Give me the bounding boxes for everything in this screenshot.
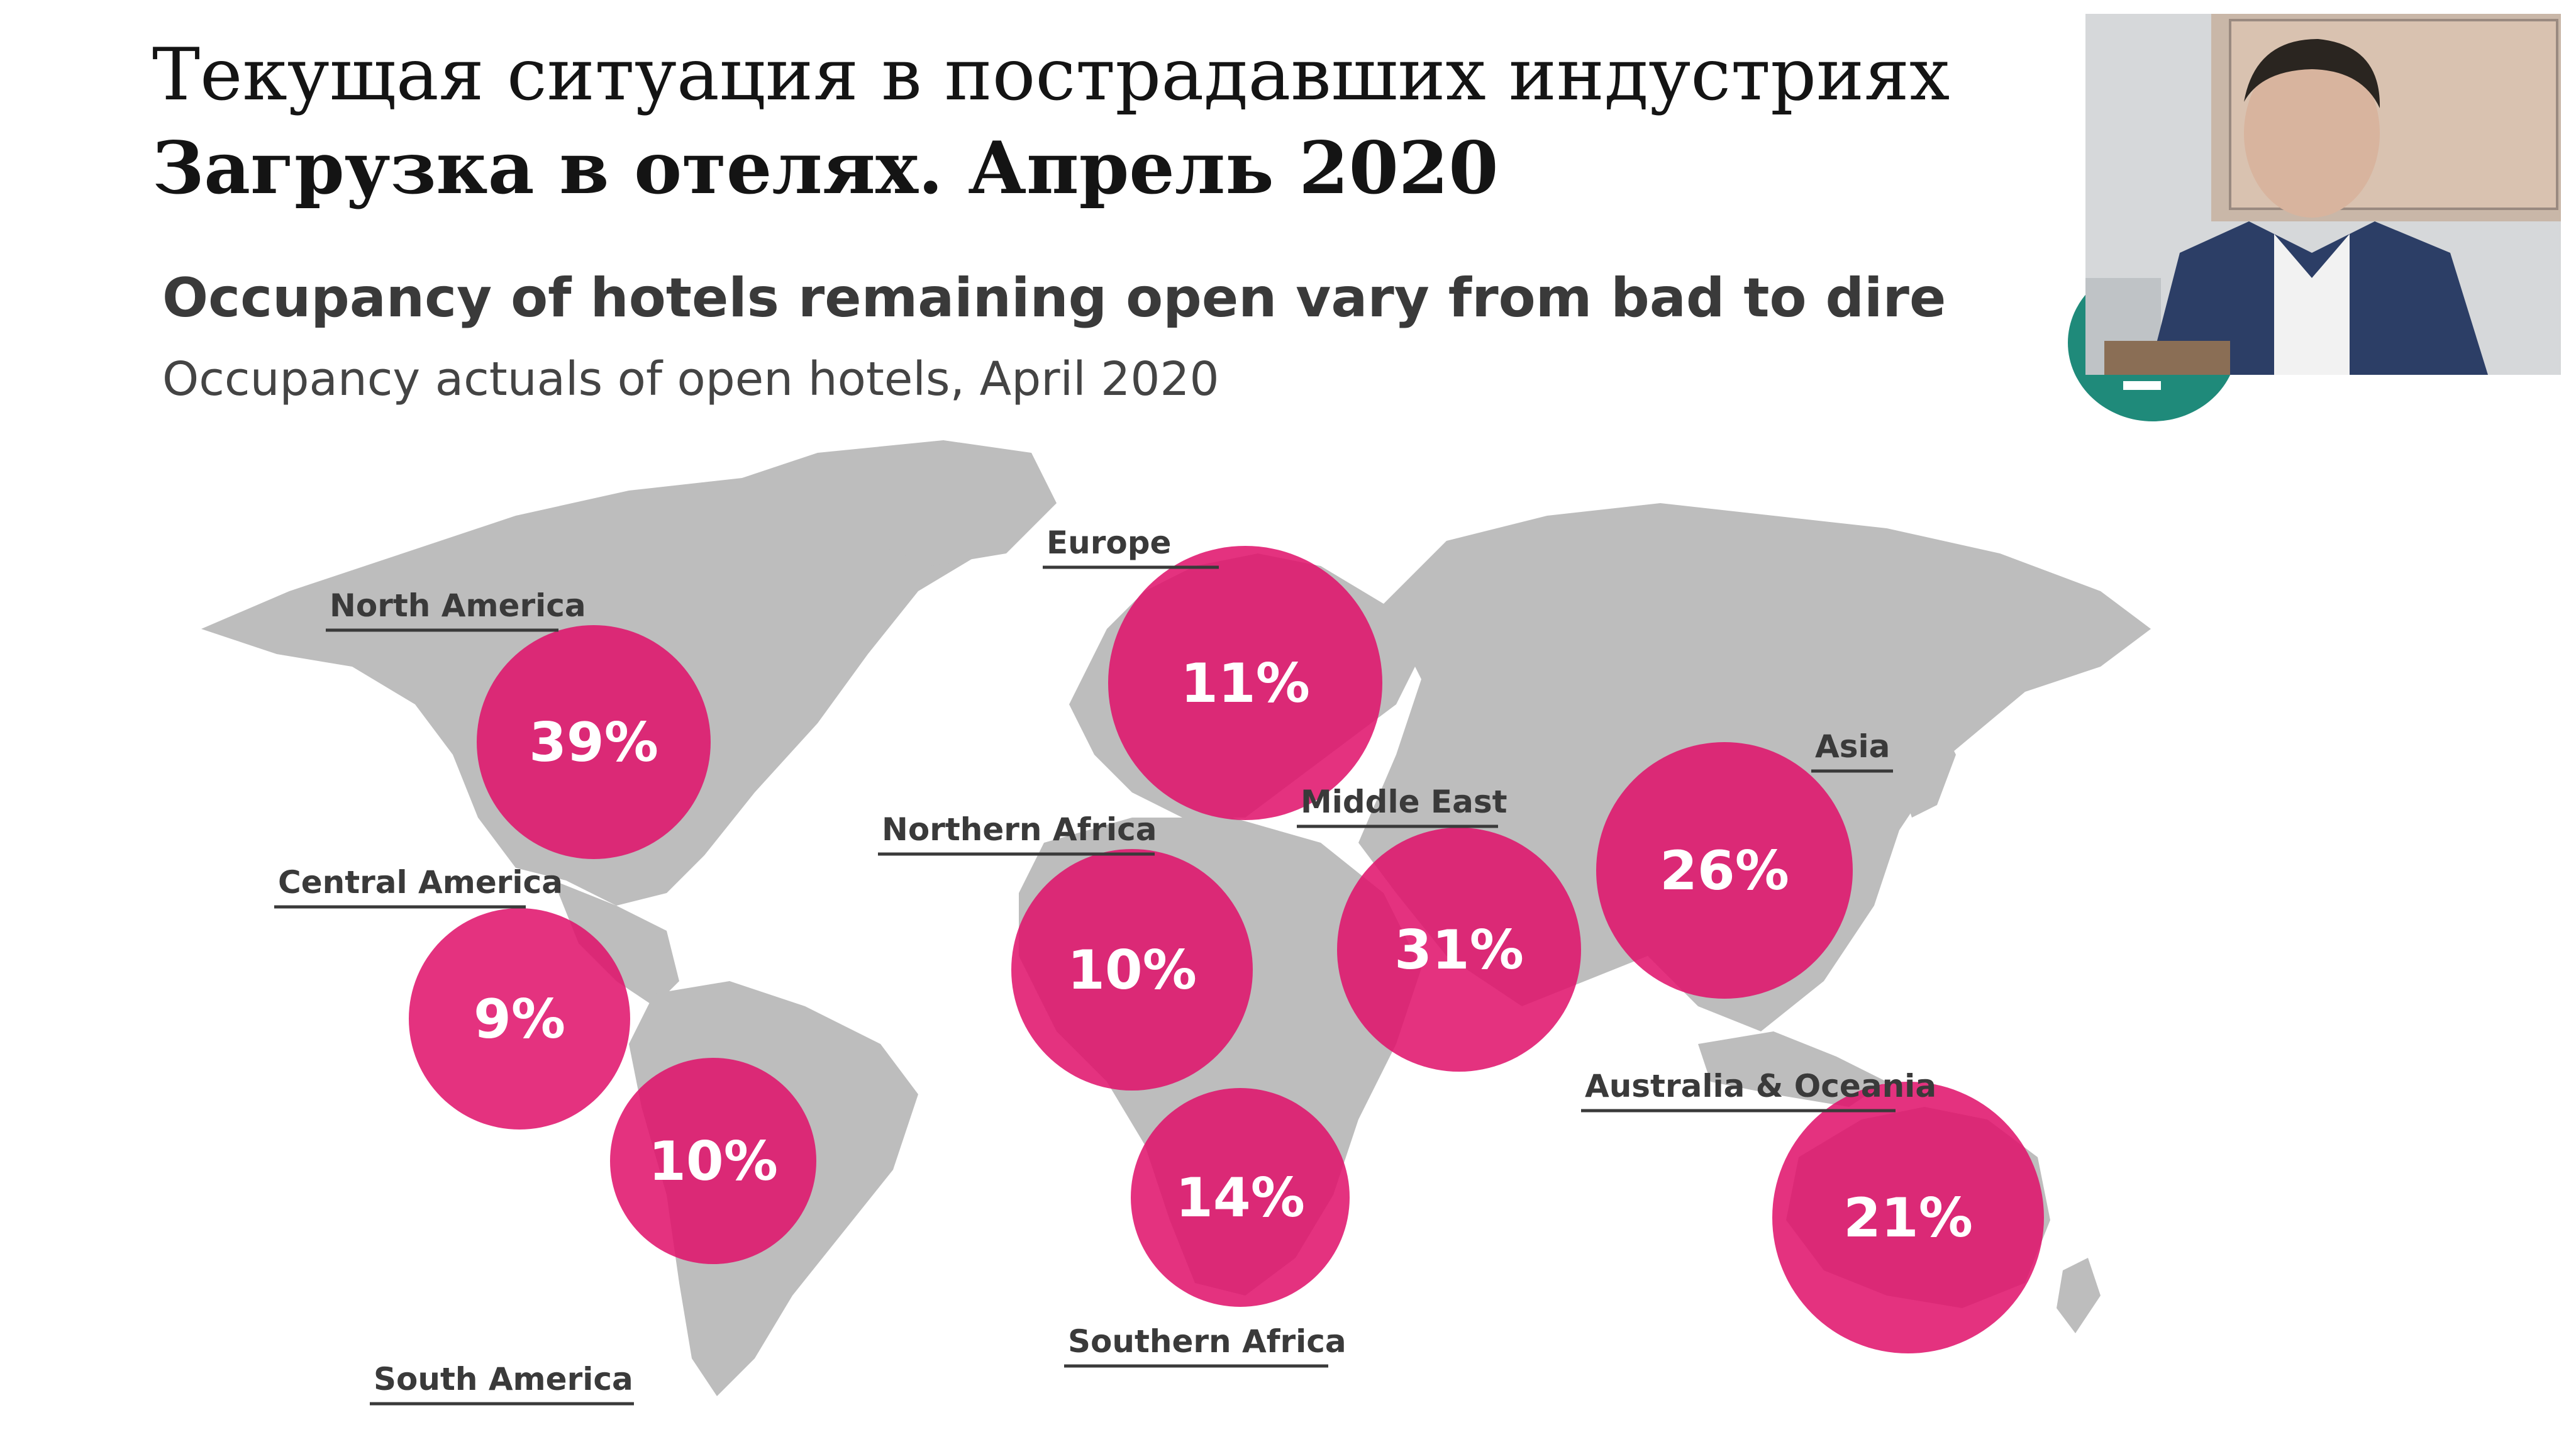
- region-label-south-america: South America: [374, 1361, 633, 1397]
- bubble-asia: 26%: [1596, 742, 1853, 999]
- chart-subtitle: Occupancy actuals of open hotels, April …: [162, 352, 1219, 406]
- region-label-asia: Asia: [1815, 728, 1890, 765]
- bubble-circle-asia: [1596, 742, 1853, 999]
- bubble-value-northern-africa: 10%: [1067, 939, 1197, 1002]
- bubble-europe: 11%: [1108, 546, 1382, 820]
- region-bubbles: 39% 9% 10% 11% 10% 14% 31% 26% 21%: [409, 546, 2044, 1353]
- bubble-circle-middle-east: [1337, 828, 1581, 1072]
- bubble-middle-east: 31%: [1337, 828, 1581, 1072]
- bubble-circle-southern-africa: [1131, 1088, 1350, 1307]
- logo-badge-bar: [2123, 381, 2161, 390]
- slide-title-line-1: Текущая ситуация в пострадавших индустри…: [152, 33, 1950, 116]
- label-northern-africa: Northern Africa: [878, 811, 1157, 856]
- bubble-north-america: 39%: [477, 625, 711, 859]
- chart-title: Occupancy of hotels remaining open vary …: [162, 267, 1946, 330]
- bubble-value-north-america: 39%: [529, 711, 658, 774]
- label-southern-africa: Southern Africa: [1064, 1323, 1346, 1368]
- region-label-northern-africa: Northern Africa: [882, 811, 1157, 848]
- label-australia-oceania: Australia & Oceania: [1581, 1068, 1936, 1113]
- bubble-circle-south-america: [610, 1058, 816, 1264]
- bubble-value-central-america: 9%: [474, 988, 565, 1051]
- label-south-america: South America: [370, 1361, 634, 1406]
- bubble-central-america: 9%: [409, 908, 630, 1130]
- region-label-central-america: Central America: [278, 864, 563, 901]
- bubble-circle-australia-oceania: [1772, 1082, 2044, 1353]
- label-asia: Asia: [1811, 728, 1893, 773]
- landmass-new-zealand: [2057, 1258, 2101, 1333]
- landmass-greenland: [742, 440, 1057, 566]
- label-europe: Europe: [1043, 525, 1219, 569]
- bubble-value-australia-oceania: 21%: [1843, 1187, 1973, 1250]
- landmass-japan: [1899, 717, 1956, 818]
- region-label-europe: Europe: [1046, 525, 1171, 561]
- region-label-southern-africa: Southern Africa: [1068, 1323, 1346, 1360]
- bubble-northern-africa: 10%: [1011, 849, 1253, 1091]
- bubble-value-southern-africa: 14%: [1175, 1167, 1305, 1230]
- bubble-circle-north-america: [477, 625, 711, 859]
- bubble-circle-central-america: [409, 908, 630, 1130]
- presenter-webcam: [2085, 14, 2561, 375]
- label-north-america: North America: [326, 587, 586, 632]
- bubble-value-asia: 26%: [1660, 840, 1789, 902]
- label-middle-east: Middle East: [1297, 784, 1507, 828]
- bubble-southern-africa: 14%: [1131, 1088, 1350, 1307]
- bubble-south-america: 10%: [610, 1058, 816, 1264]
- slide-title-line-2: Загрузка в отелях. Апрель 2020: [152, 126, 1499, 210]
- region-label-australia-oceania: Australia & Oceania: [1585, 1068, 1936, 1104]
- bubble-value-south-america: 10%: [648, 1130, 778, 1193]
- label-central-america: Central America: [274, 864, 563, 909]
- presenter-video-frame: [2085, 14, 2561, 375]
- region-label-middle-east: Middle East: [1301, 784, 1507, 820]
- landmass-central-america: [553, 880, 679, 1006]
- region-label-north-america: North America: [330, 587, 586, 624]
- bubble-australia-oceania: 21%: [1772, 1082, 2044, 1353]
- region-labels: North America Central America South Americ…: [274, 525, 1936, 1406]
- bubble-value-europe: 11%: [1180, 652, 1310, 715]
- bubble-circle-europe: [1108, 546, 1382, 820]
- landmass-indonesia: [1698, 1031, 1887, 1107]
- bubble-circle-northern-africa: [1011, 849, 1253, 1091]
- bubble-value-middle-east: 31%: [1394, 919, 1524, 982]
